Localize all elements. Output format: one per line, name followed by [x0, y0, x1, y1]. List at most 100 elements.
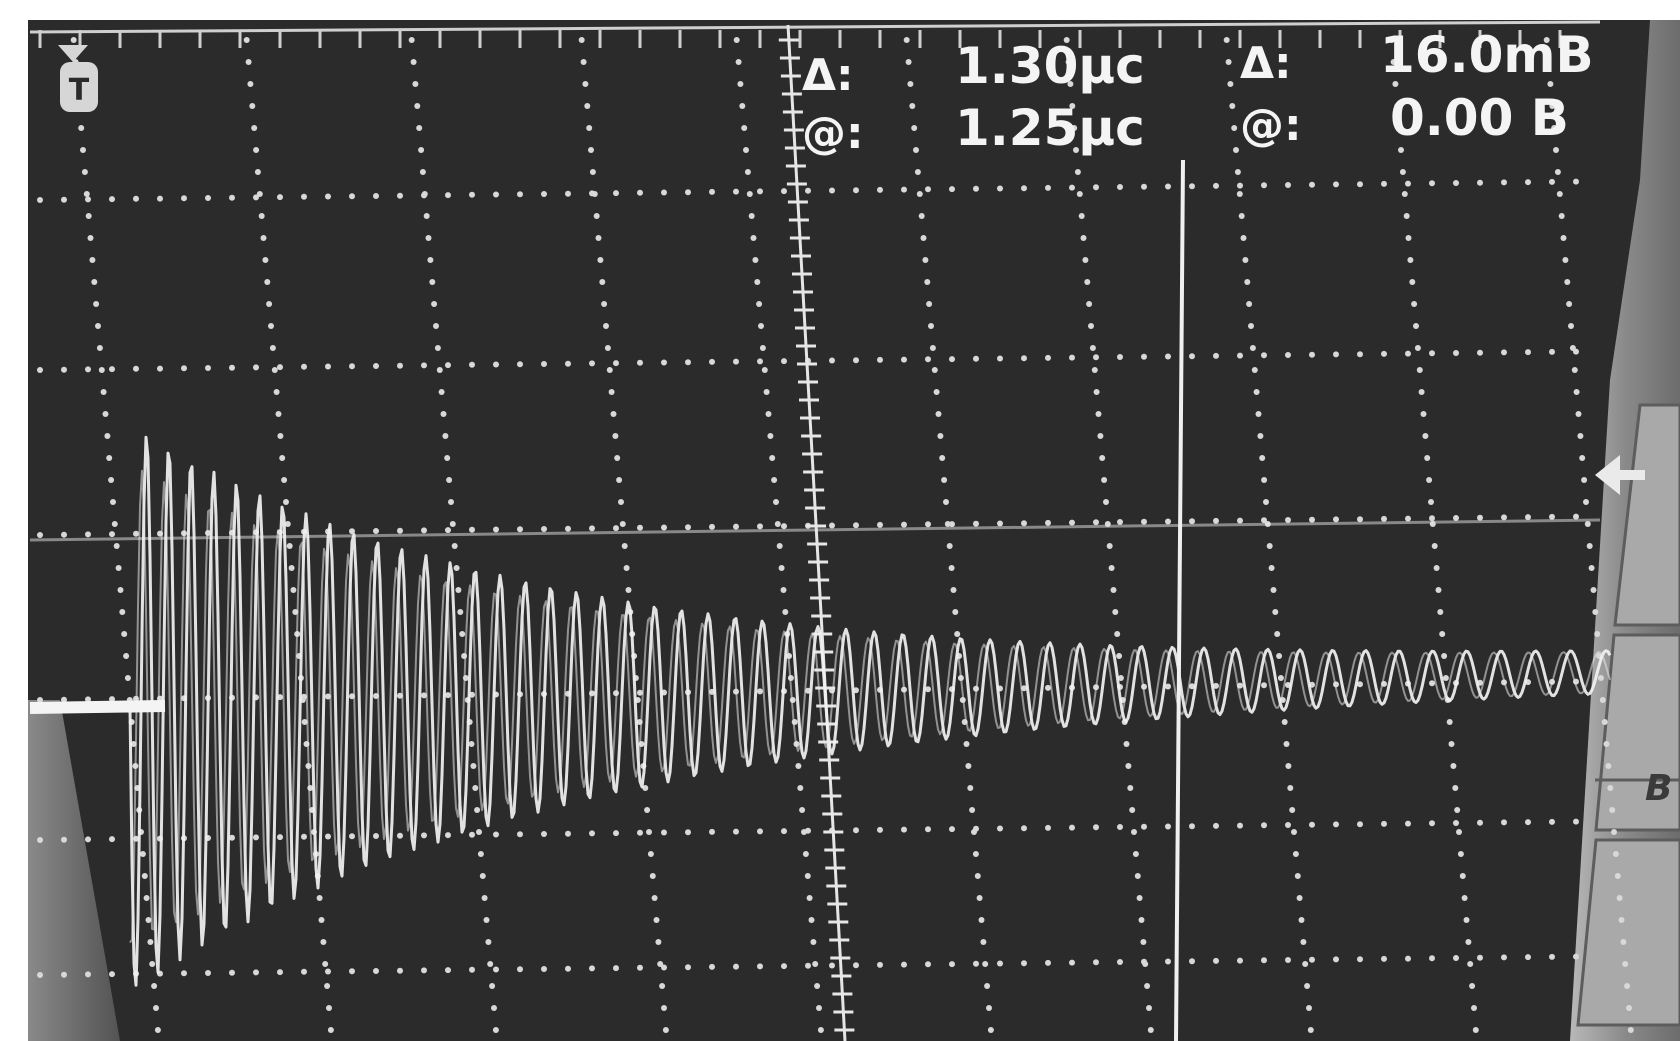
grid-dot — [109, 531, 115, 538]
grid-dot — [613, 965, 619, 972]
grid-dot — [1306, 1005, 1312, 1011]
grid-dot — [582, 81, 589, 87]
grid-dot — [434, 345, 441, 351]
grid-dot — [245, 59, 252, 65]
time-delta-label: Δ: — [802, 50, 854, 101]
grid-dot — [662, 1027, 669, 1033]
grid-dot — [1605, 763, 1612, 769]
grid-dot — [1545, 59, 1552, 65]
grid-dot — [1123, 741, 1130, 747]
grid-dot — [905, 59, 912, 65]
grid-dot — [104, 433, 111, 439]
grid-dot — [205, 195, 211, 201]
grid-dot — [829, 522, 835, 529]
grid-dot — [1501, 954, 1507, 961]
grid-dot — [1592, 609, 1599, 615]
grid-dot — [781, 828, 787, 835]
grid-dot — [939, 455, 946, 461]
grid-dot — [911, 125, 918, 131]
grid-dot — [1420, 411, 1427, 417]
grid-dot — [1088, 323, 1094, 329]
grid-dot — [829, 357, 835, 364]
grid-dot — [1285, 957, 1291, 963]
grid-dot — [1165, 518, 1171, 525]
grid-dot — [1599, 697, 1606, 703]
grid-dot — [661, 524, 667, 531]
grid-dot — [1253, 389, 1260, 395]
grid-dot — [277, 194, 283, 201]
grid-dot — [1465, 939, 1472, 945]
grid-dot — [816, 1005, 822, 1011]
grid-dot — [290, 587, 297, 593]
grid-dot — [901, 521, 907, 528]
grid-dot — [469, 831, 475, 838]
grid-dot — [1074, 169, 1081, 175]
grid-dot — [929, 345, 936, 351]
grid-dot — [797, 785, 804, 791]
grid-dot — [655, 939, 662, 945]
grid-dot — [133, 195, 139, 202]
grid-dot — [1616, 895, 1623, 901]
grid-dot — [978, 917, 985, 923]
grid-dot — [877, 961, 883, 968]
grid-dot — [1106, 543, 1113, 549]
grid-dot — [1261, 682, 1267, 689]
grid-dot — [373, 968, 379, 974]
grid-dot — [268, 323, 274, 329]
grid-dot — [229, 834, 235, 841]
grid-dot — [1381, 955, 1387, 962]
grid-dot — [85, 196, 91, 203]
grid-dot — [1309, 956, 1315, 963]
volt-at-value: 0.00 B — [1390, 89, 1569, 147]
grid-dot — [457, 609, 464, 615]
grid-dot — [1435, 587, 1442, 593]
grid-dot — [709, 963, 715, 970]
grid-dot — [157, 195, 163, 202]
grid-dot — [1471, 1005, 1477, 1011]
grid-dot — [709, 358, 715, 365]
grid-dot — [1069, 103, 1076, 109]
grid-dot — [1261, 822, 1267, 829]
grid-dot — [279, 455, 286, 461]
grid-dot — [479, 873, 486, 879]
grid-dot — [920, 235, 927, 241]
grid-dot — [1333, 821, 1339, 828]
grid-dot — [1590, 587, 1597, 593]
grid-dot — [709, 828, 715, 835]
graticule-center-axes — [29, 24, 1601, 1041]
grid-dot — [1439, 631, 1446, 637]
grid-dot — [954, 631, 961, 637]
grid-dot — [1082, 257, 1089, 263]
grid-dot — [1285, 822, 1291, 828]
grid-dot — [1501, 349, 1507, 356]
grid-dot — [1084, 279, 1091, 285]
grid-dot — [589, 965, 595, 972]
grid-dot — [1285, 517, 1291, 523]
grid-dot — [61, 696, 67, 703]
grid-dot — [1622, 961, 1629, 967]
grid-dot — [637, 359, 643, 366]
grid-dot — [445, 692, 451, 699]
grid-dot — [421, 692, 427, 699]
grid-dot — [733, 188, 739, 195]
grid-dot — [1285, 182, 1291, 188]
grid-dot — [154, 1027, 161, 1033]
grid-dot — [421, 362, 427, 369]
grid-dot — [1573, 389, 1580, 395]
grid-dot — [149, 961, 156, 967]
grid-dot — [429, 279, 436, 285]
grid-dot — [1626, 1005, 1632, 1011]
grid-dot — [517, 361, 523, 368]
grid-dot — [1405, 180, 1411, 187]
grid-dot — [1242, 257, 1249, 263]
grid-dot — [1101, 477, 1108, 483]
grid-dot — [1248, 323, 1254, 329]
grid-dot — [1165, 683, 1171, 690]
grid-dot — [810, 939, 817, 945]
grid-dot — [593, 213, 600, 219]
grid-dot — [61, 366, 67, 373]
grid-dot — [1333, 956, 1339, 963]
grid-dot — [781, 523, 787, 530]
grid-dot — [1237, 352, 1243, 359]
grid-dot — [93, 301, 100, 307]
